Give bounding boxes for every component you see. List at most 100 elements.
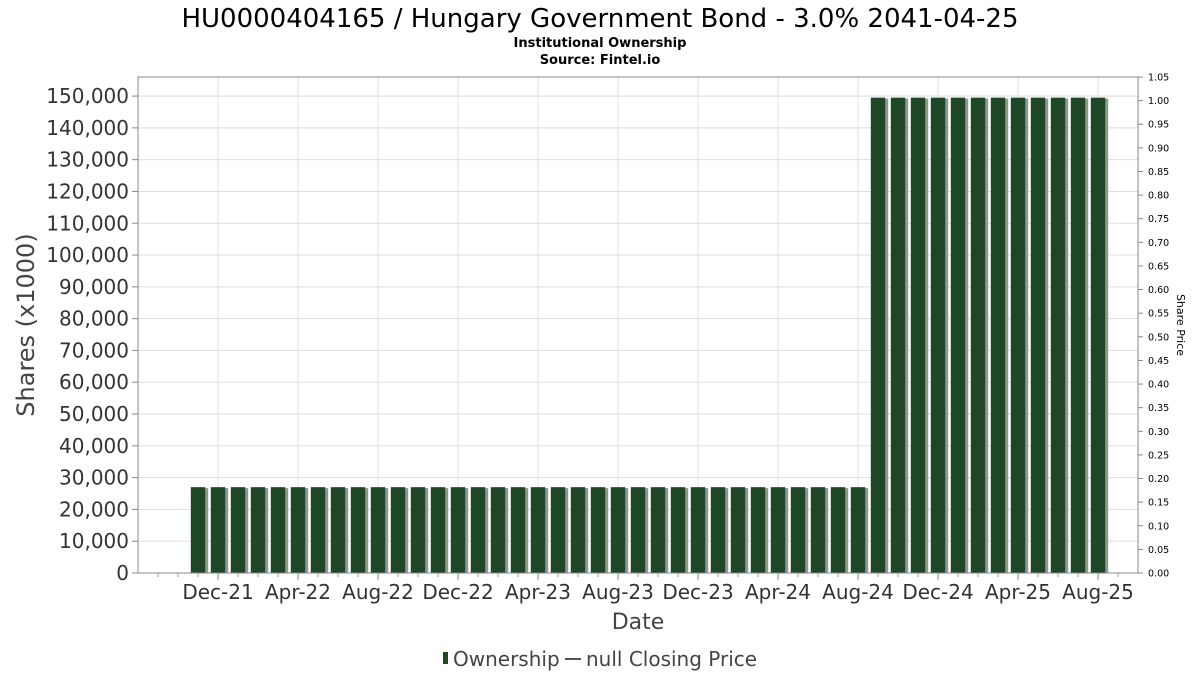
ownership-bar (230, 487, 246, 573)
y-tick-label: 70,000 (59, 338, 129, 362)
x-tick-label: Aug-25 (1062, 580, 1134, 604)
y2-tick-label: 0.75 (1148, 214, 1169, 225)
y2-tick-label: 0.60 (1148, 285, 1169, 296)
y2-tick-label: 0.10 (1148, 521, 1169, 532)
y2-tick-label: 0.20 (1148, 474, 1169, 485)
legend-ownership-label: Ownership (453, 647, 560, 671)
ownership-bar (770, 487, 786, 573)
y2-tick-label: 0.15 (1148, 498, 1169, 509)
chart-subtitle: Institutional Ownership (514, 36, 687, 51)
ownership-bar (270, 487, 286, 573)
chart-title: HU0000404165 / Hungary Government Bond -… (181, 4, 1018, 34)
y-tick-label: 50,000 (59, 402, 129, 426)
ownership-bar (1010, 97, 1026, 574)
x-tick-label: Apr-25 (985, 580, 1051, 604)
ownership-bar (1090, 97, 1106, 574)
ownership-bar (890, 97, 906, 574)
x-tick-label: Apr-23 (505, 580, 571, 604)
y2-axis-title: Share Price (1174, 294, 1187, 356)
y-tick-label: 10,000 (59, 529, 129, 553)
x-tick-label: Aug-23 (582, 580, 654, 604)
ownership-bar (990, 97, 1006, 574)
x-tick-label: Dec-23 (662, 580, 733, 604)
ownership-bar (950, 97, 966, 574)
legend-price-label: null Closing Price (586, 647, 757, 671)
ownership-bar (490, 487, 506, 573)
ownership-bar (910, 97, 926, 574)
ownership-bar (1030, 97, 1046, 574)
ownership-bar (330, 487, 346, 573)
ownership-bar (630, 487, 646, 573)
x-axis-title: Date (612, 610, 665, 635)
y-tick-label: 0 (116, 561, 129, 585)
x-axis: Dec-21 Apr-22 Aug-22 Dec-22 Apr-23 Aug-23 Dec-… (157, 573, 1134, 604)
y2-tick-label: 0.65 (1148, 261, 1169, 272)
ownership-bar (710, 487, 726, 573)
ownership-bar (810, 487, 826, 573)
x-tick-label: Dec-22 (422, 580, 493, 604)
y2-tick-label: 1.05 (1148, 73, 1169, 84)
ownership-bar (370, 487, 386, 573)
y-tick-label: 40,000 (59, 434, 129, 458)
ownership-bar (530, 487, 546, 573)
ownership-bar (430, 487, 446, 573)
y2-tick-label: 0.90 (1148, 143, 1169, 154)
ownership-bar (1070, 97, 1086, 574)
ownership-bar (470, 487, 486, 573)
y2-tick-label: 0.55 (1148, 309, 1169, 320)
ownership-bar (550, 487, 566, 573)
ownership-bar (210, 487, 226, 573)
y2-tick-label: 0.80 (1148, 191, 1169, 202)
ownership-bar (670, 487, 686, 573)
ownership-bar (390, 487, 406, 573)
y-tick-label: 90,000 (59, 275, 129, 299)
ownership-bar (870, 97, 886, 574)
ownership-bar (830, 487, 846, 573)
x-tick-label: Dec-21 (182, 580, 253, 604)
ownership-bar (1050, 97, 1066, 574)
y2-tick-label: 0.35 (1148, 403, 1169, 414)
ownership-bar (690, 487, 706, 573)
y-tick-label: 150,000 (46, 84, 129, 108)
y-tick-label: 110,000 (46, 211, 129, 235)
x-tick-label: Apr-22 (265, 580, 331, 604)
ownership-bar (750, 487, 766, 573)
ownership-bar (790, 487, 806, 573)
ownership-bar (410, 487, 426, 573)
y-tick-label: 130,000 (46, 148, 129, 172)
y-tick-label: 30,000 (59, 466, 129, 490)
y2-tick-label: 0.70 (1148, 238, 1169, 249)
y-tick-label: 120,000 (46, 179, 129, 203)
y-tick-label: 60,000 (59, 370, 129, 394)
y2-tick-label: 0.00 (1148, 569, 1169, 580)
ownership-bar (610, 487, 626, 573)
y2-tick-label: 0.95 (1148, 120, 1169, 131)
y2-tick-label: 0.50 (1148, 332, 1169, 343)
bar-series-ownership (190, 97, 1109, 574)
y2-tick-label: 0.40 (1148, 380, 1169, 391)
ownership-bar (590, 487, 606, 573)
y-tick-label: 80,000 (59, 307, 129, 331)
y2-tick-label: 0.05 (1148, 545, 1169, 556)
ownership-bar (190, 487, 206, 573)
legend: Ownership null Closing Price (443, 647, 757, 671)
ownership-bar (970, 97, 986, 574)
ownership-bar (310, 487, 326, 573)
y2-tick-label: 0.25 (1148, 450, 1169, 461)
y-axis-title: Shares (x1000) (12, 233, 40, 416)
y-axis-left: 0 10,000 20,000 30,000 40,000 50,000 60,000 70,… (46, 84, 138, 585)
y-axis-right: 0.00 0.05 0.10 0.15 0.20 0.25 0.30 0.35 0.40 0.45… (1138, 73, 1169, 580)
y2-tick-label: 1.00 (1148, 96, 1169, 107)
y-tick-label: 20,000 (59, 497, 129, 521)
y2-tick-label: 0.85 (1148, 167, 1169, 178)
ownership-bar (510, 487, 526, 573)
x-tick-label: Aug-24 (822, 580, 894, 604)
legend-ownership-marker (443, 652, 448, 664)
x-tick-label: Dec-24 (902, 580, 973, 604)
y2-tick-label: 0.45 (1148, 356, 1169, 367)
ownership-bar (350, 487, 366, 573)
ownership-bar (290, 487, 306, 573)
ownership-bar (570, 487, 586, 573)
y-tick-label: 100,000 (46, 243, 129, 267)
